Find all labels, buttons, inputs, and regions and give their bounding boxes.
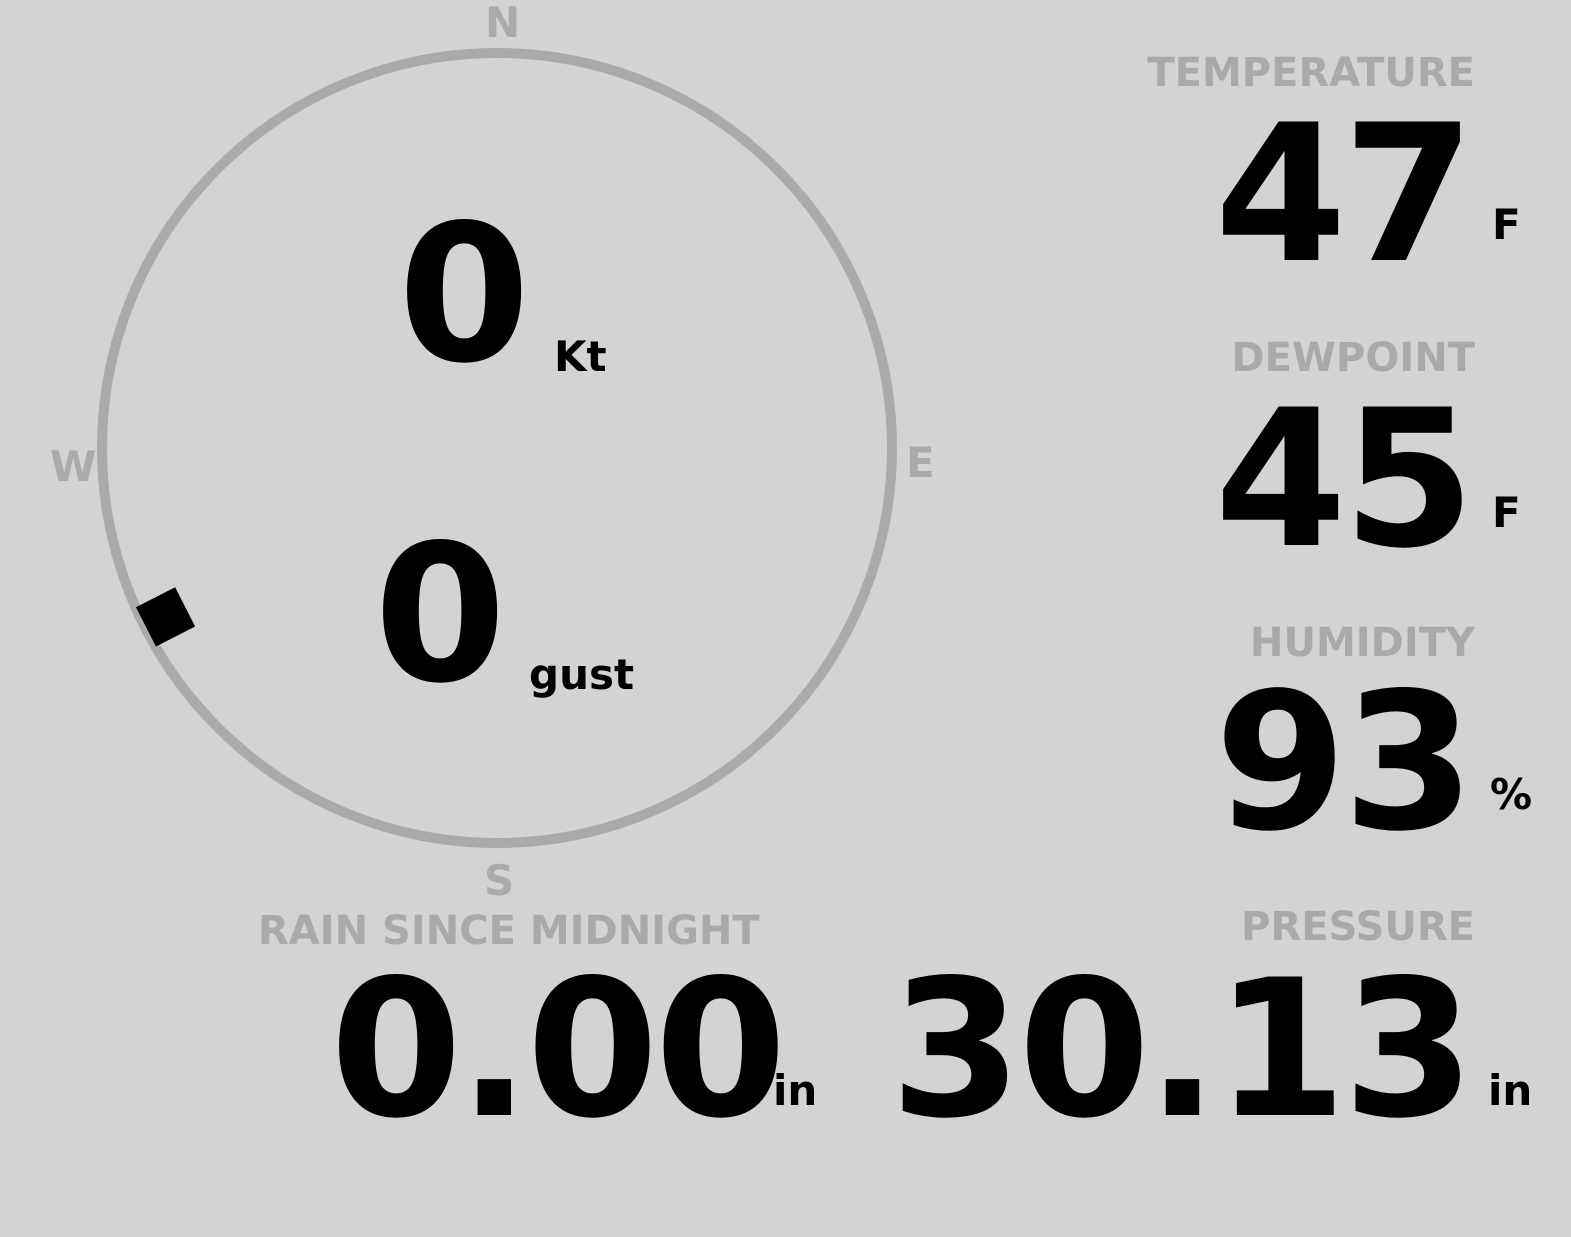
compass-north-label: N	[485, 0, 521, 47]
temperature-value: 47	[1214, 84, 1475, 305]
temperature-unit: F	[1492, 200, 1521, 249]
rain-label: RAIN SINCE MIDNIGHT	[258, 908, 760, 954]
wind-direction-marker	[135, 587, 196, 647]
compass-west-label: W	[50, 442, 97, 491]
pressure-value: 30.13	[890, 939, 1475, 1160]
wind-speed-value: 0	[398, 184, 530, 405]
humidity-label: HUMIDITY	[1250, 620, 1475, 666]
humidity-unit: %	[1490, 770, 1533, 819]
pressure-unit: in	[1488, 1066, 1533, 1115]
compass-east-label: E	[906, 438, 935, 487]
dewpoint-unit: F	[1492, 488, 1521, 537]
wind-compass	[97, 48, 897, 848]
pressure-label: PRESSURE	[1241, 904, 1475, 950]
compass-ring	[97, 48, 897, 848]
wind-gust-unit: gust	[529, 650, 635, 699]
compass-south-label: S	[484, 856, 515, 905]
wind-gust-value: 0	[374, 504, 506, 725]
dewpoint-value: 45	[1214, 369, 1475, 590]
rain-unit: in	[773, 1066, 818, 1115]
wind-speed-unit: Kt	[554, 332, 607, 381]
rain-value: 0.00	[330, 939, 787, 1160]
dewpoint-label: DEWPOINT	[1231, 335, 1475, 381]
temperature-label: TEMPERATURE	[1147, 50, 1475, 96]
humidity-value: 93	[1214, 652, 1475, 873]
